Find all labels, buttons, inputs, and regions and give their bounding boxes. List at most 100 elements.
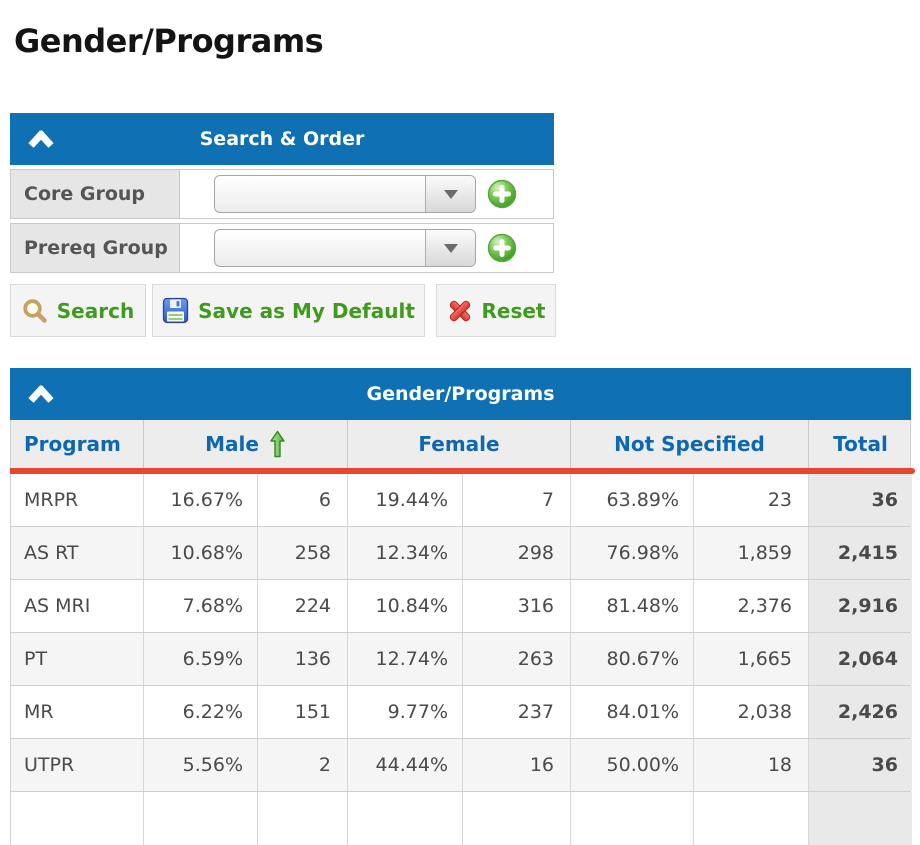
core-group-row: Core Group (10, 169, 554, 219)
dropdown-arrow-icon[interactable] (425, 176, 475, 212)
total-cell: 36 (809, 739, 912, 791)
save-default-button[interactable]: Save as My Default (152, 284, 425, 337)
male-count-cell: 151 (258, 686, 348, 738)
not-specified-pct-cell: 50.00% (571, 739, 694, 791)
total-cell: 2,426 (809, 686, 912, 738)
female-pct-cell: 9.77% (348, 686, 463, 738)
female-pct-cell: 19.44% (348, 474, 463, 526)
save-icon (162, 297, 189, 324)
search-button[interactable]: Search (10, 284, 146, 337)
table-body: MRPR 16.67% 6 19.44% 7 63.89% 23 36 AS RT 10.68% 2… (10, 474, 912, 845)
prereq-group-row: Prereq Group (10, 223, 554, 273)
sort-ascending-icon (270, 430, 285, 458)
not-specified-pct-cell (571, 792, 694, 845)
female-count-cell: 298 (463, 527, 571, 579)
total-cell (809, 792, 912, 845)
core-group-label: Core Group (11, 170, 180, 218)
search-panel-title: Search & Order (199, 128, 365, 150)
male-count-cell: 258 (258, 527, 348, 579)
table-row: AS MRI 7.68% 224 10.84% 316 81.48% 2,376 2,916 (11, 580, 912, 633)
female-count-cell: 263 (463, 633, 571, 685)
dropdown-arrow-icon[interactable] (425, 230, 475, 266)
total-cell: 2,064 (809, 633, 912, 685)
not-specified-pct-cell: 84.01% (571, 686, 694, 738)
total-cell: 2,415 (809, 527, 912, 579)
female-pct-cell: 12.34% (348, 527, 463, 579)
column-header-female[interactable]: Female (348, 420, 571, 468)
table-row: AS RT 10.68% 258 12.34% 298 76.98% 1,859 2,415 (11, 527, 912, 580)
reset-button[interactable]: Reset (436, 284, 556, 337)
save-default-button-label: Save as My Default (198, 298, 415, 323)
male-pct-cell: 10.68% (144, 527, 258, 579)
column-header-not-specified[interactable]: Not Specified (571, 420, 809, 468)
female-count-cell: 16 (463, 739, 571, 791)
not-specified-count-cell: 2,038 (694, 686, 809, 738)
table-row: UTPR 5.56% 2 44.44% 16 50.00% 18 36 (11, 739, 912, 792)
program-cell (11, 792, 144, 845)
program-cell: MRPR (11, 474, 144, 526)
reset-x-icon (449, 300, 470, 321)
female-pct-cell (348, 792, 463, 845)
table-row-partial (11, 792, 912, 845)
female-count-cell: 316 (463, 580, 571, 632)
male-pct-cell: 6.22% (144, 686, 258, 738)
female-count-cell (463, 792, 571, 845)
gender-programs-table: Gender/Programs Program Male Female Not … (10, 368, 915, 845)
not-specified-count-cell (694, 792, 809, 845)
core-group-dropdown[interactable] (214, 175, 476, 213)
not-specified-count-cell: 18 (694, 739, 809, 791)
female-pct-cell: 10.84% (348, 580, 463, 632)
total-cell: 2,916 (809, 580, 912, 632)
prereq-group-label: Prereq Group (11, 224, 180, 272)
male-pct-cell: 5.56% (144, 739, 258, 791)
program-cell: MR (11, 686, 144, 738)
table-row: PT 6.59% 136 12.74% 263 80.67% 1,665 2,064 (11, 633, 912, 686)
collapse-chevron-icon[interactable] (28, 385, 54, 403)
prereq-group-dropdown[interactable] (214, 229, 476, 267)
search-button-label: Search (56, 298, 135, 323)
male-pct-cell: 16.67% (144, 474, 258, 526)
column-header-total[interactable]: Total (833, 432, 888, 456)
search-order-panel: Search & Order Core Group Prereq Group (10, 113, 554, 273)
table-row: MRPR 16.67% 6 19.44% 7 63.89% 23 36 (11, 474, 912, 527)
header-underline (10, 468, 915, 474)
table-title: Gender/Programs (366, 383, 555, 405)
table-row: MR 6.22% 151 9.77% 237 84.01% 2,038 2,426 (11, 686, 912, 739)
male-count-cell (258, 792, 348, 845)
not-specified-pct-cell: 80.67% (571, 633, 694, 685)
not-specified-pct-cell: 63.89% (571, 474, 694, 526)
page-title: Gender/Programs (14, 22, 324, 60)
program-cell: AS RT (11, 527, 144, 579)
core-group-add-icon[interactable] (487, 179, 517, 209)
male-pct-cell (144, 792, 258, 845)
column-header-row: Program Male Female Not Specified Total (10, 420, 911, 468)
collapse-chevron-icon[interactable] (28, 130, 54, 148)
total-cell: 36 (809, 474, 912, 526)
not-specified-count-cell: 1,859 (694, 527, 809, 579)
not-specified-count-cell: 2,376 (694, 580, 809, 632)
prereq-group-add-icon[interactable] (487, 233, 517, 263)
reset-button-label: Reset (481, 298, 546, 323)
column-header-male[interactable]: Male (144, 420, 348, 468)
not-specified-pct-cell: 76.98% (571, 527, 694, 579)
male-count-cell: 6 (258, 474, 348, 526)
not-specified-pct-cell: 81.48% (571, 580, 694, 632)
male-count-cell: 2 (258, 739, 348, 791)
female-count-cell: 7 (463, 474, 571, 526)
not-specified-count-cell: 1,665 (694, 633, 809, 685)
program-cell: UTPR (11, 739, 144, 791)
male-count-cell: 136 (258, 633, 348, 685)
program-cell: AS MRI (11, 580, 144, 632)
table-header: Gender/Programs (10, 368, 911, 420)
male-count-cell: 224 (258, 580, 348, 632)
search-panel-header: Search & Order (10, 113, 554, 165)
male-pct-cell: 6.59% (144, 633, 258, 685)
female-pct-cell: 44.44% (348, 739, 463, 791)
program-cell: PT (11, 633, 144, 685)
female-count-cell: 237 (463, 686, 571, 738)
female-pct-cell: 12.74% (348, 633, 463, 685)
search-icon (23, 298, 47, 323)
not-specified-count-cell: 23 (694, 474, 809, 526)
column-header-program[interactable]: Program (11, 420, 144, 468)
male-pct-cell: 7.68% (144, 580, 258, 632)
